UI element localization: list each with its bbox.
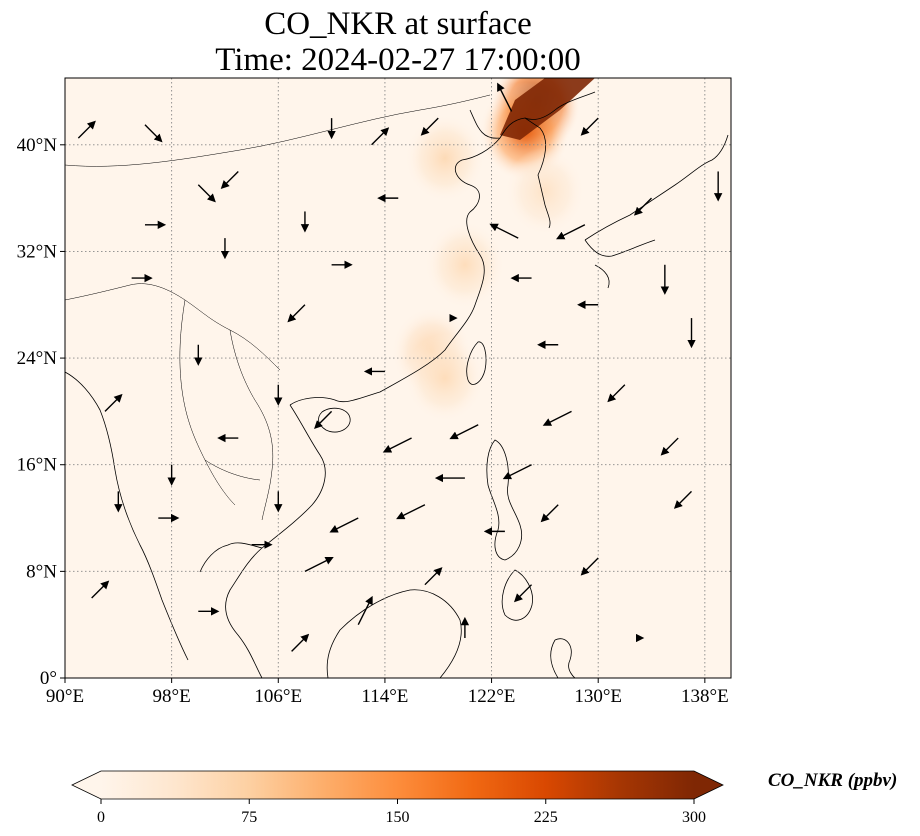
wind-arrow [420, 117, 439, 136]
colorbar-tick-label: 150 [386, 809, 410, 826]
lon-tick-label: 114°E [361, 686, 408, 707]
plot-title-line1: CO_NKR at surface [264, 6, 532, 42]
lat-tick-label: 8°N [26, 561, 57, 582]
colorbar-tick-label: 225 [534, 809, 558, 826]
plume-korea-yellow-sea [504, 147, 585, 236]
wind-arrow [329, 517, 359, 533]
wind-arrow [314, 410, 333, 429]
wind-arrow [382, 437, 412, 453]
wind-arrow [540, 504, 559, 523]
lon-tick-label: 138°E [681, 686, 729, 707]
gridlines [65, 78, 731, 678]
wind-arrow [291, 633, 310, 652]
wind-arrow [371, 127, 390, 146]
wind-arrow [580, 557, 599, 576]
lat-tick-label: 16°N [17, 455, 58, 476]
map-background [65, 78, 731, 678]
wind-arrow [424, 567, 443, 586]
wind-arrow [449, 424, 479, 440]
wind-arrow [220, 170, 239, 190]
plume-taiwan-strait-outflow [404, 334, 485, 423]
wind-arrow [633, 197, 653, 216]
lat-tick-label: 40°N [17, 135, 58, 156]
lon-tick-label: 130°E [574, 686, 622, 707]
colorbar-tick-label: 300 [682, 809, 706, 826]
wind-arrow [77, 120, 96, 139]
colorbar-extend-min [72, 771, 101, 799]
wind-arrow [396, 504, 426, 520]
wind-arrow [104, 393, 123, 412]
wind-vectors [77, 82, 723, 652]
colorbar-ticks: 0 75 150 225 300 [97, 799, 706, 826]
wind-arrow [513, 584, 533, 603]
plume-yangtze-delta [424, 220, 505, 309]
lon-tick-label: 98°E [153, 686, 191, 707]
co-concentration-field [391, 78, 595, 423]
colorbar-gradient [101, 771, 694, 799]
colorbar-label: CO_NKR (ppbv) [768, 770, 898, 791]
wind-arrow [556, 224, 586, 240]
lon-tick-label: 90°E [46, 686, 84, 707]
wind-arrow [502, 464, 532, 480]
colorbar-tick-label: 75 [241, 809, 257, 826]
wind-arrow [660, 437, 679, 456]
lon-tick-label: 106°E [254, 686, 302, 707]
wind-arrow [91, 580, 110, 599]
lat-tick-label: 32°N [17, 241, 58, 262]
wind-arrow [287, 304, 306, 323]
wind-arrow [357, 595, 373, 625]
wind-arrow [304, 556, 334, 572]
lat-tick-label: 0° [40, 668, 57, 689]
plume-north-china-plain [404, 114, 485, 203]
longitude-ticks: 90°E 98°E 106°E 114°E 122°E 130°E 138°E [46, 678, 729, 707]
wind-arrow [144, 124, 163, 143]
colorbar-extend-max [694, 771, 723, 799]
lat-tick-label: 24°N [17, 348, 58, 369]
colorbar-tick-label: 0 [97, 809, 105, 826]
plot-title-line2: Time: 2024-02-27 17:00:00 [215, 42, 581, 78]
wind-arrow [197, 184, 216, 203]
wind-arrow [542, 410, 572, 426]
wind-arrow [673, 490, 693, 509]
wind-arrow [489, 223, 519, 239]
wind-arrow [580, 117, 599, 136]
wind-arrow [607, 384, 626, 403]
latitude-ticks: 0° 8°N 16°N 24°N 32°N 40°N [17, 135, 65, 689]
lon-tick-label: 122°E [468, 686, 516, 707]
wind-arrow [497, 82, 513, 112]
map-frame [64, 77, 732, 679]
colorbar: 0 75 150 225 300 [71, 770, 724, 826]
plume-core [500, 78, 595, 140]
